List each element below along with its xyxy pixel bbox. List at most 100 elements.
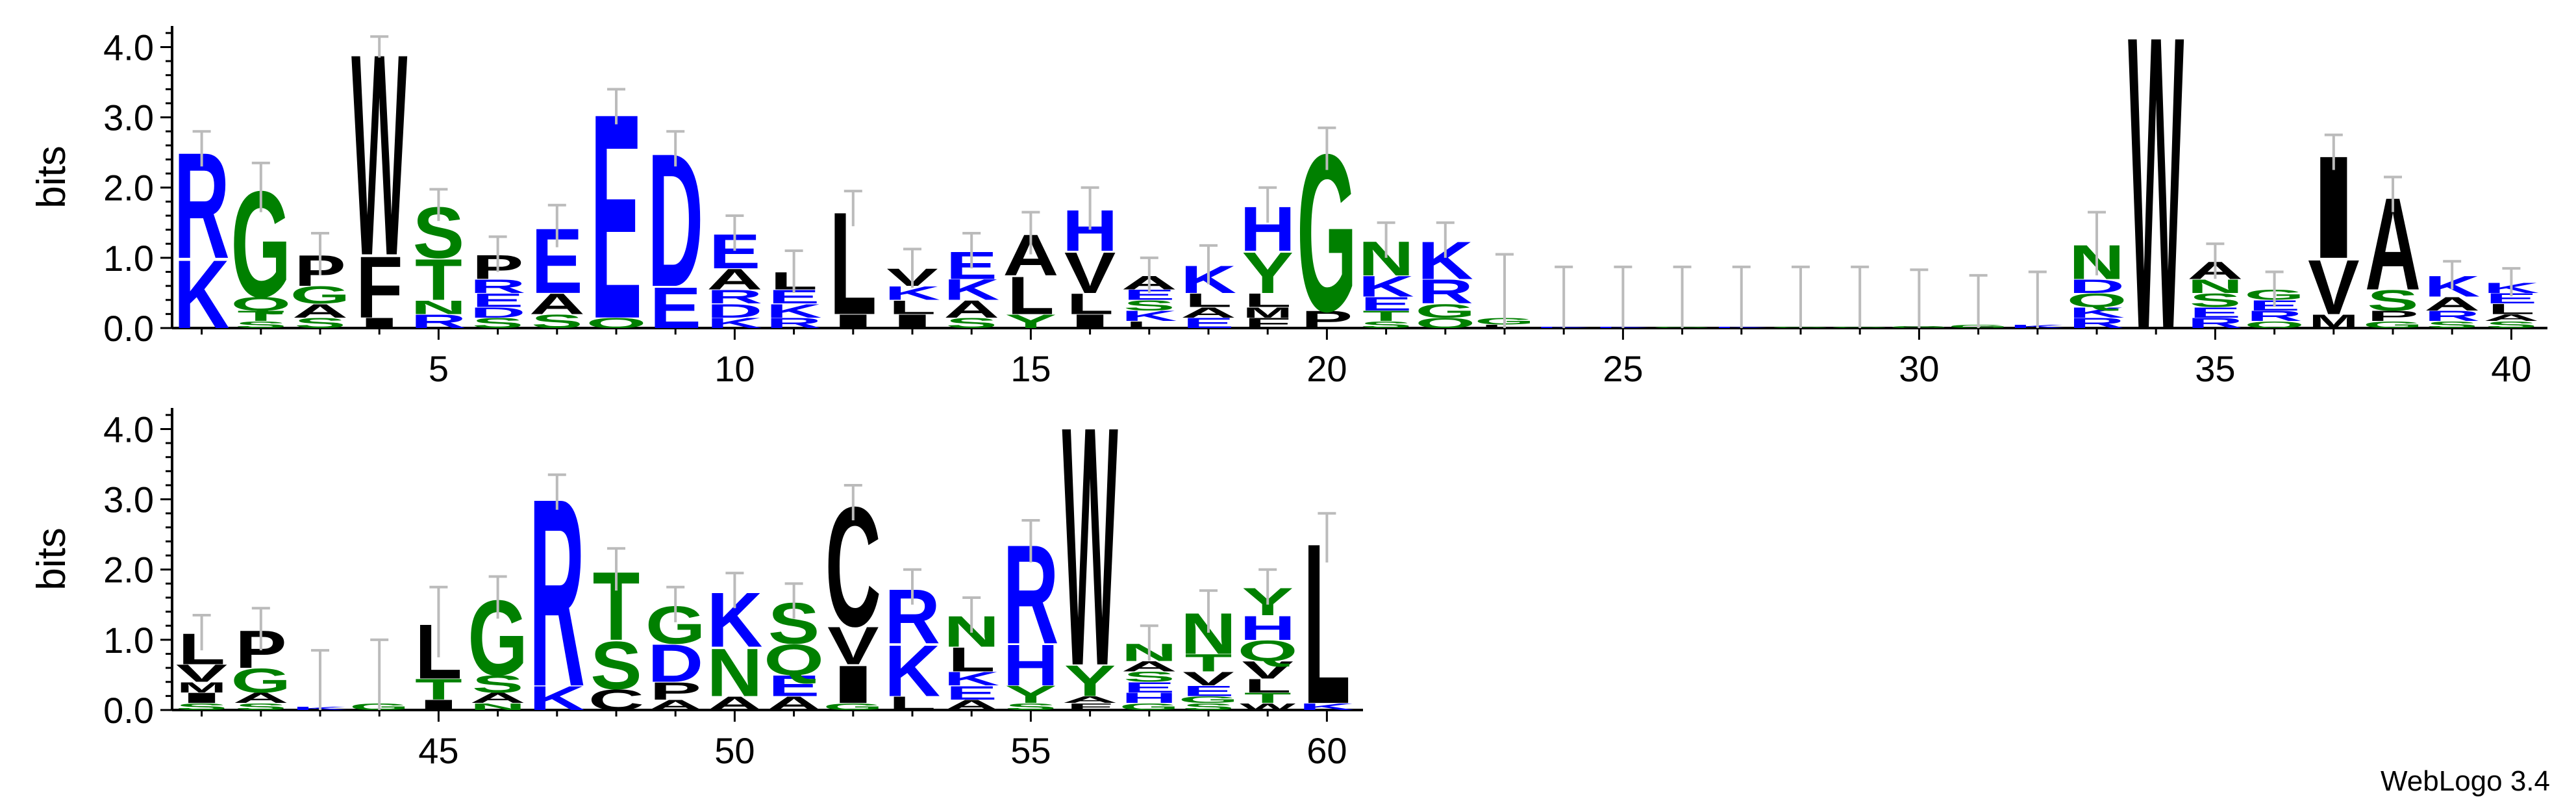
logo-letter-R: R: [1418, 273, 1473, 311]
logo-letter-Y: Y: [1064, 656, 1116, 705]
x-tick-label: 25: [1603, 348, 1643, 389]
logo-letter-P: P: [2367, 308, 2418, 324]
logo-letter-H: H: [1121, 690, 1177, 706]
logo-letter-E: E: [1123, 679, 1175, 696]
x-tick-label: 50: [714, 730, 755, 771]
x-tick-label: 45: [418, 730, 458, 771]
logo-letter-F: F: [1066, 701, 1114, 712]
y-tick-label: 4.0: [103, 27, 154, 68]
logo-letter-A: A: [529, 288, 585, 320]
logo-letter-S: S: [472, 315, 523, 331]
logo-letter-L: L: [889, 692, 936, 715]
logo-letter-G: G: [1119, 701, 1179, 712]
logo-letter-E: E: [649, 275, 701, 341]
logo-letter-L: L: [1244, 290, 1292, 312]
x-tick-label: 10: [714, 348, 755, 389]
logo-letter-G: G: [823, 701, 883, 712]
logo-letter-W: W: [1240, 701, 1296, 712]
logo-letter-L: L: [948, 641, 995, 679]
logo-letter-S: S: [294, 315, 345, 331]
x-tick-label: 5: [429, 348, 449, 389]
logo-letter-L: L: [1007, 265, 1055, 325]
y-tick-label: 2.0: [103, 168, 154, 209]
logo-letter-T: T: [1362, 308, 1410, 324]
logo-letter-G: G: [231, 662, 291, 700]
logo-letter-G: G: [290, 281, 351, 309]
logo-letter-T: T: [1244, 690, 1292, 706]
logo-letter-D: D: [2069, 275, 2125, 298]
logo-letter-A: A: [2483, 312, 2539, 324]
logo-letter-T: T: [415, 674, 462, 706]
logo-letter-Q: Q: [586, 315, 647, 331]
logo-letter-V: V: [1182, 668, 1234, 690]
logo-letter-H: H: [1003, 633, 1058, 698]
logo-panel-bottom: 0.01.02.03.04.0bits45505560SIMVLSAGPKGIT…: [29, 355, 1363, 771]
x-tick-label: 40: [2491, 348, 2531, 389]
logo-letter-Y: Y: [1242, 240, 1293, 306]
logo-letter-E: E: [768, 670, 819, 702]
logo-letter-P: P: [649, 678, 701, 705]
logo-letter-S: S: [945, 315, 997, 331]
logo-letter-S: S: [531, 311, 582, 333]
logo-letter-R: R: [410, 311, 466, 333]
logo-letter-A: A: [944, 296, 999, 323]
logo-letter-S: S: [1182, 701, 1234, 712]
logo-letter-L: L: [1185, 290, 1232, 312]
logo-letter-V: V: [827, 616, 879, 676]
logo-letter-N: N: [410, 296, 466, 318]
logo-letter-A: A: [944, 697, 999, 713]
logo-letter-Y: Y: [1005, 311, 1057, 333]
logo-letter-D: D: [707, 300, 762, 322]
x-tick-label: 35: [2195, 348, 2235, 389]
x-tick-label: 60: [1307, 730, 1347, 771]
logo-letter-E: E: [1360, 293, 1412, 315]
logo-letter-H: H: [1240, 609, 1295, 647]
logo-letter-T: T: [415, 247, 462, 313]
logo-letter-S: S: [2190, 290, 2241, 312]
logo-letter-A: A: [233, 690, 289, 706]
logo-letter-I: I: [176, 690, 227, 706]
logo-letter-L: L: [1066, 288, 1114, 320]
logo-letter-S: S: [472, 670, 523, 698]
logo-letter-A: A: [2424, 293, 2480, 315]
logo-letter-M: M: [1243, 305, 1292, 321]
y-tick-label: 1.0: [103, 620, 154, 661]
logo-letter-R: R: [2187, 315, 2243, 331]
logo-letter-P: P: [1301, 306, 1353, 333]
logo-letter-Y: Y: [1005, 681, 1057, 708]
logo-letter-N: N: [470, 701, 526, 712]
x-tick-label: 30: [1899, 348, 1939, 389]
logo-letter-S: S: [235, 319, 286, 330]
logo-letter-V: V: [176, 660, 228, 687]
logo-letter-R: R: [2424, 308, 2480, 324]
logo-letter-T: T: [237, 308, 284, 324]
logo-letter-I: I: [827, 655, 879, 715]
logo-letter-A: A: [707, 263, 762, 296]
logo-letter-I: I: [1064, 311, 1116, 333]
logo-letter-K: K: [529, 679, 585, 718]
logo-letter-S: S: [1360, 319, 1412, 330]
logo-letter-L: L: [1125, 319, 1173, 330]
logo-letter-S: S: [590, 627, 642, 704]
logo-letter-S: S: [2426, 319, 2477, 330]
logo-letter-K: K: [1299, 701, 1355, 712]
logo-letter-G: G: [1179, 694, 1239, 705]
logo-letter-V: V: [1242, 656, 1294, 683]
logo-letter-Q: Q: [2067, 290, 2127, 312]
logo-letter-E: E: [472, 290, 523, 312]
logo-letter-V: V: [1064, 240, 1116, 306]
logo-letter-A: A: [1181, 305, 1236, 321]
logo-letter-Q: Q: [764, 635, 824, 684]
logo-letter-A: A: [707, 692, 762, 715]
y-tick-label: 1.0: [103, 238, 154, 279]
logo-letter-L: L: [1244, 675, 1292, 697]
logo-letter-K: K: [884, 629, 940, 711]
logo-letter-L: L: [2488, 301, 2535, 317]
logo-letter-D: D: [470, 305, 526, 321]
logo-letter-S: S: [1123, 668, 1175, 685]
logo-letter-K: K: [707, 315, 762, 331]
logo-letter-A: A: [1121, 658, 1177, 674]
logo-letter-S: S: [2367, 285, 2418, 317]
logo-letter-V: V: [2308, 244, 2359, 331]
